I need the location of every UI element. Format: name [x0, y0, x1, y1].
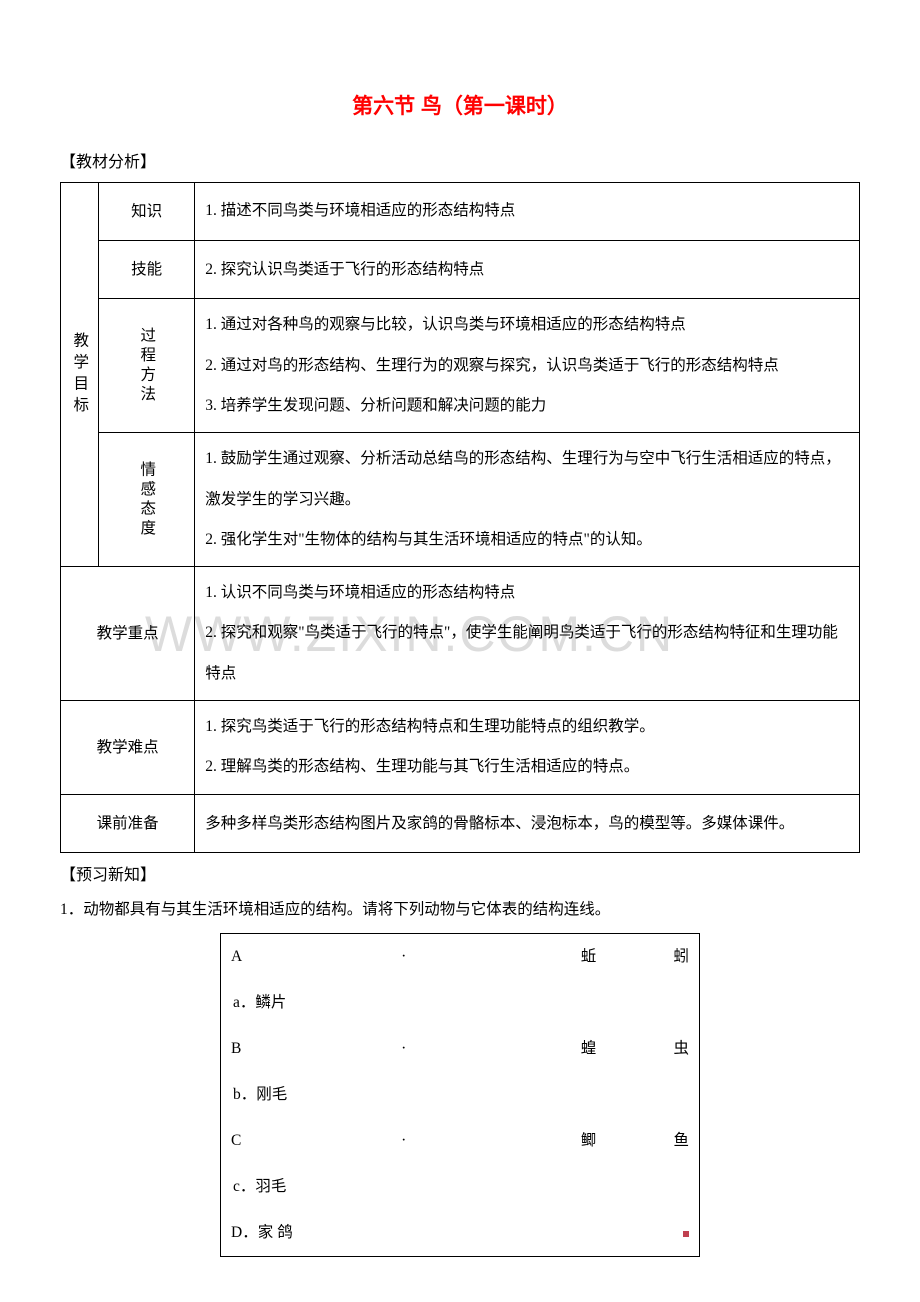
- list-item: C · 鲫 鱼: [221, 1118, 700, 1164]
- list-item: c．羽毛: [221, 1164, 700, 1210]
- table-row: 教学目标 知识 1. 描述不同鸟类与环境相适应的形态结构特点: [61, 183, 860, 241]
- cell-prep: 多种多样鸟类形态结构图片及家鸽的骨骼标本、浸泡标本，鸟的模型等。多媒体课件。: [195, 794, 860, 852]
- table-row: 技能 2. 探究认识鸟类适于飞行的形态结构特点: [61, 241, 860, 299]
- match-letter: B: [231, 1032, 361, 1066]
- text: 2. 强化学生对"生物体的结构与其生活环境相适应的特点"的认知。: [205, 520, 849, 560]
- table-row: 教学难点 1. 探究鸟类适于飞行的形态结构特点和生理功能特点的组织教学。 2. …: [61, 701, 860, 795]
- marker-icon: [683, 1231, 689, 1237]
- row-group-label: 教学目标: [61, 183, 99, 567]
- match-letter: D．家 鸽: [231, 1216, 629, 1250]
- table-row: 教学重点 1. 认识不同鸟类与环境相适应的形态结构特点 2. 探究和观察"鸟类适…: [61, 567, 860, 701]
- page-title: 第六节 鸟（第一课时）: [60, 90, 860, 120]
- section-analysis-header: 【教材分析】: [60, 148, 860, 172]
- cell-attitude: 1. 鼓励学生通过观察、分析活动总结鸟的形态结构、生理行为与空中飞行生活相适应的…: [195, 433, 860, 567]
- match-right: 蚓: [629, 940, 689, 974]
- cell-knowledge: 1. 描述不同鸟类与环境相适应的形态结构特点: [195, 183, 860, 241]
- text: 2. 通过对鸟的形态结构、生理行为的观察与探究，认识鸟类适于飞行的形态结构特点: [205, 346, 849, 386]
- text: 多种多样鸟类形态结构图片及家鸽的骨骼标本、浸泡标本，鸟的模型等。多媒体课件。: [205, 809, 849, 838]
- text: 2. 探究认识鸟类适于飞行的形态结构特点: [205, 250, 849, 290]
- match-right: 鱼: [629, 1124, 689, 1158]
- match-sub: c．羽毛: [231, 1170, 689, 1204]
- match-mid: 蚯: [446, 940, 596, 974]
- list-item: A · 蚯 蚓: [221, 933, 700, 980]
- cell-difficulty: 1. 探究鸟类适于飞行的形态结构特点和生理功能特点的组织教学。 2. 理解鸟类的…: [195, 701, 860, 795]
- text: 1. 认识不同鸟类与环境相适应的形态结构特点: [205, 573, 849, 613]
- match-right: 虫: [629, 1032, 689, 1066]
- match-sub: b．刚毛: [231, 1078, 689, 1112]
- text: 1. 鼓励学生通过观察、分析活动总结鸟的形态结构、生理行为与空中飞行生活相适应的…: [205, 439, 849, 520]
- row-label-prep: 课前准备: [61, 794, 195, 852]
- row-label-process: 过程方法: [99, 299, 195, 433]
- table-row: 情感态度 1. 鼓励学生通过观察、分析活动总结鸟的形态结构、生理行为与空中飞行生…: [61, 433, 860, 567]
- row-label-skill: 技能: [99, 241, 195, 299]
- list-item: B · 蝗 虫: [221, 1026, 700, 1072]
- match-dot: ·: [394, 1032, 414, 1066]
- row-label-difficulty: 教学难点: [61, 701, 195, 795]
- text: 3. 培养学生发现问题、分析问题和解决问题的能力: [205, 386, 849, 426]
- text: 1. 描述不同鸟类与环境相适应的形态结构特点: [205, 191, 849, 231]
- list-item: a．鳞片: [221, 980, 700, 1026]
- match-mid: 蝗: [446, 1032, 596, 1066]
- table-row: 过程方法 1. 通过对各种鸟的观察与比较，认识鸟类与环境相适应的形态结构特点 2…: [61, 299, 860, 433]
- text: 2. 理解鸟类的形态结构、生理功能与其飞行生活相适应的特点。: [205, 747, 849, 787]
- match-sub: a．鳞片: [231, 986, 689, 1020]
- row-label-keypoint: 教学重点: [61, 567, 195, 701]
- row-label-attitude: 情感态度: [99, 433, 195, 567]
- match-dot: ·: [394, 1124, 414, 1158]
- cell-process: 1. 通过对各种鸟的观察与比较，认识鸟类与环境相适应的形态结构特点 2. 通过对…: [195, 299, 860, 433]
- cell-skill: 2. 探究认识鸟类适于飞行的形态结构特点: [195, 241, 860, 299]
- matching-table-wrap: A · 蚯 蚓 a．鳞片 B · 蝗 虫 b．刚毛: [60, 933, 860, 1258]
- cell-keypoint: 1. 认识不同鸟类与环境相适应的形态结构特点 2. 探究和观察"鸟类适于飞行的特…: [195, 567, 860, 701]
- section-preview-header: 【预习新知】: [60, 861, 860, 885]
- text: 1. 探究鸟类适于飞行的形态结构特点和生理功能特点的组织教学。: [205, 707, 849, 747]
- match-mid: 鲫: [446, 1124, 596, 1158]
- match-letter: A: [231, 940, 361, 974]
- match-dot: ·: [394, 940, 414, 974]
- text: 2. 探究和观察"鸟类适于飞行的特点"，使学生能阐明鸟类适于飞行的形态结构特征和…: [205, 613, 849, 694]
- question-1: 1．动物都具有与其生活环境相适应的结构。请将下列动物与它体表的结构连线。: [60, 897, 860, 919]
- list-item: D．家 鸽: [221, 1210, 700, 1257]
- list-item: b．刚毛: [221, 1072, 700, 1118]
- row-label-knowledge: 知识: [99, 183, 195, 241]
- text: 1. 通过对各种鸟的观察与比较，认识鸟类与环境相适应的形态结构特点: [205, 305, 849, 345]
- lesson-plan-table: 教学目标 知识 1. 描述不同鸟类与环境相适应的形态结构特点 技能 2. 探究认…: [60, 182, 860, 853]
- table-row: 课前准备 多种多样鸟类形态结构图片及家鸽的骨骼标本、浸泡标本，鸟的模型等。多媒体…: [61, 794, 860, 852]
- matching-table: A · 蚯 蚓 a．鳞片 B · 蝗 虫 b．刚毛: [220, 933, 700, 1258]
- match-letter: C: [231, 1124, 361, 1158]
